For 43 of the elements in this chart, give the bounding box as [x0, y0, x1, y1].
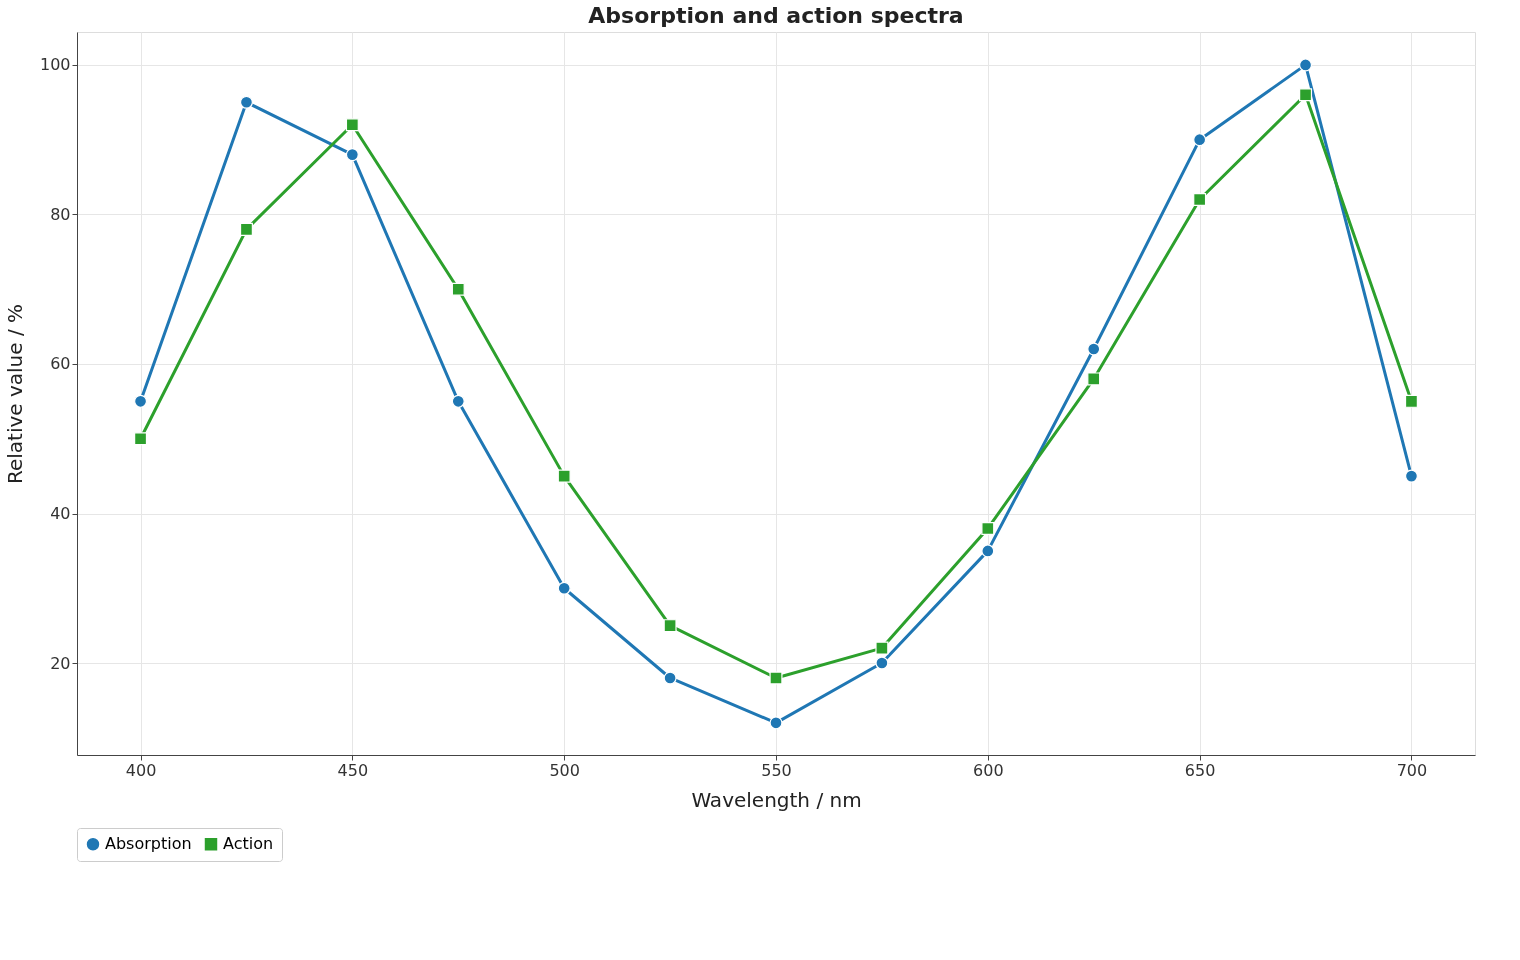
x-tick-label: 500	[549, 760, 580, 780]
point	[345, 148, 359, 162]
point	[239, 95, 253, 109]
y-axis-title: Relative value / %	[2, 303, 27, 485]
x-tick-label: 650	[1184, 760, 1216, 780]
y-tick-label: 100	[39, 55, 71, 75]
point	[1087, 342, 1101, 356]
point	[981, 521, 995, 535]
point	[1404, 469, 1418, 483]
point	[1193, 133, 1207, 147]
point	[769, 671, 783, 685]
x-tick-label: 400	[125, 760, 157, 780]
point	[557, 581, 571, 595]
point	[769, 716, 783, 730]
y-tick-label: 40	[50, 504, 71, 523]
point	[239, 222, 253, 236]
point	[557, 469, 571, 483]
point	[663, 671, 677, 685]
point	[451, 282, 465, 296]
point	[134, 394, 148, 408]
x-tick-label: 700	[1396, 760, 1428, 780]
point	[663, 619, 677, 633]
point	[981, 544, 995, 558]
point	[1087, 372, 1101, 386]
x-tick-label: 600	[973, 760, 1004, 780]
point	[1193, 192, 1207, 206]
point	[451, 394, 465, 408]
x-tick-label: 450	[337, 760, 369, 780]
point	[875, 641, 889, 655]
legend-label: Absorption	[105, 834, 192, 854]
x-tick-label: 550	[761, 760, 792, 780]
point	[1404, 394, 1418, 408]
point	[1299, 58, 1313, 72]
point	[1299, 88, 1313, 102]
x-axis-title: Wavelength / nm	[691, 787, 862, 812]
point	[134, 432, 148, 446]
chart-title: Absorption and action spectra	[588, 3, 964, 28]
y-tick-label: 20	[50, 653, 71, 673]
point	[345, 118, 359, 132]
legend-label: Action	[223, 834, 274, 854]
y-tick-label: 60	[50, 354, 71, 374]
point	[875, 656, 889, 670]
y-tick-label: 80	[50, 204, 71, 224]
